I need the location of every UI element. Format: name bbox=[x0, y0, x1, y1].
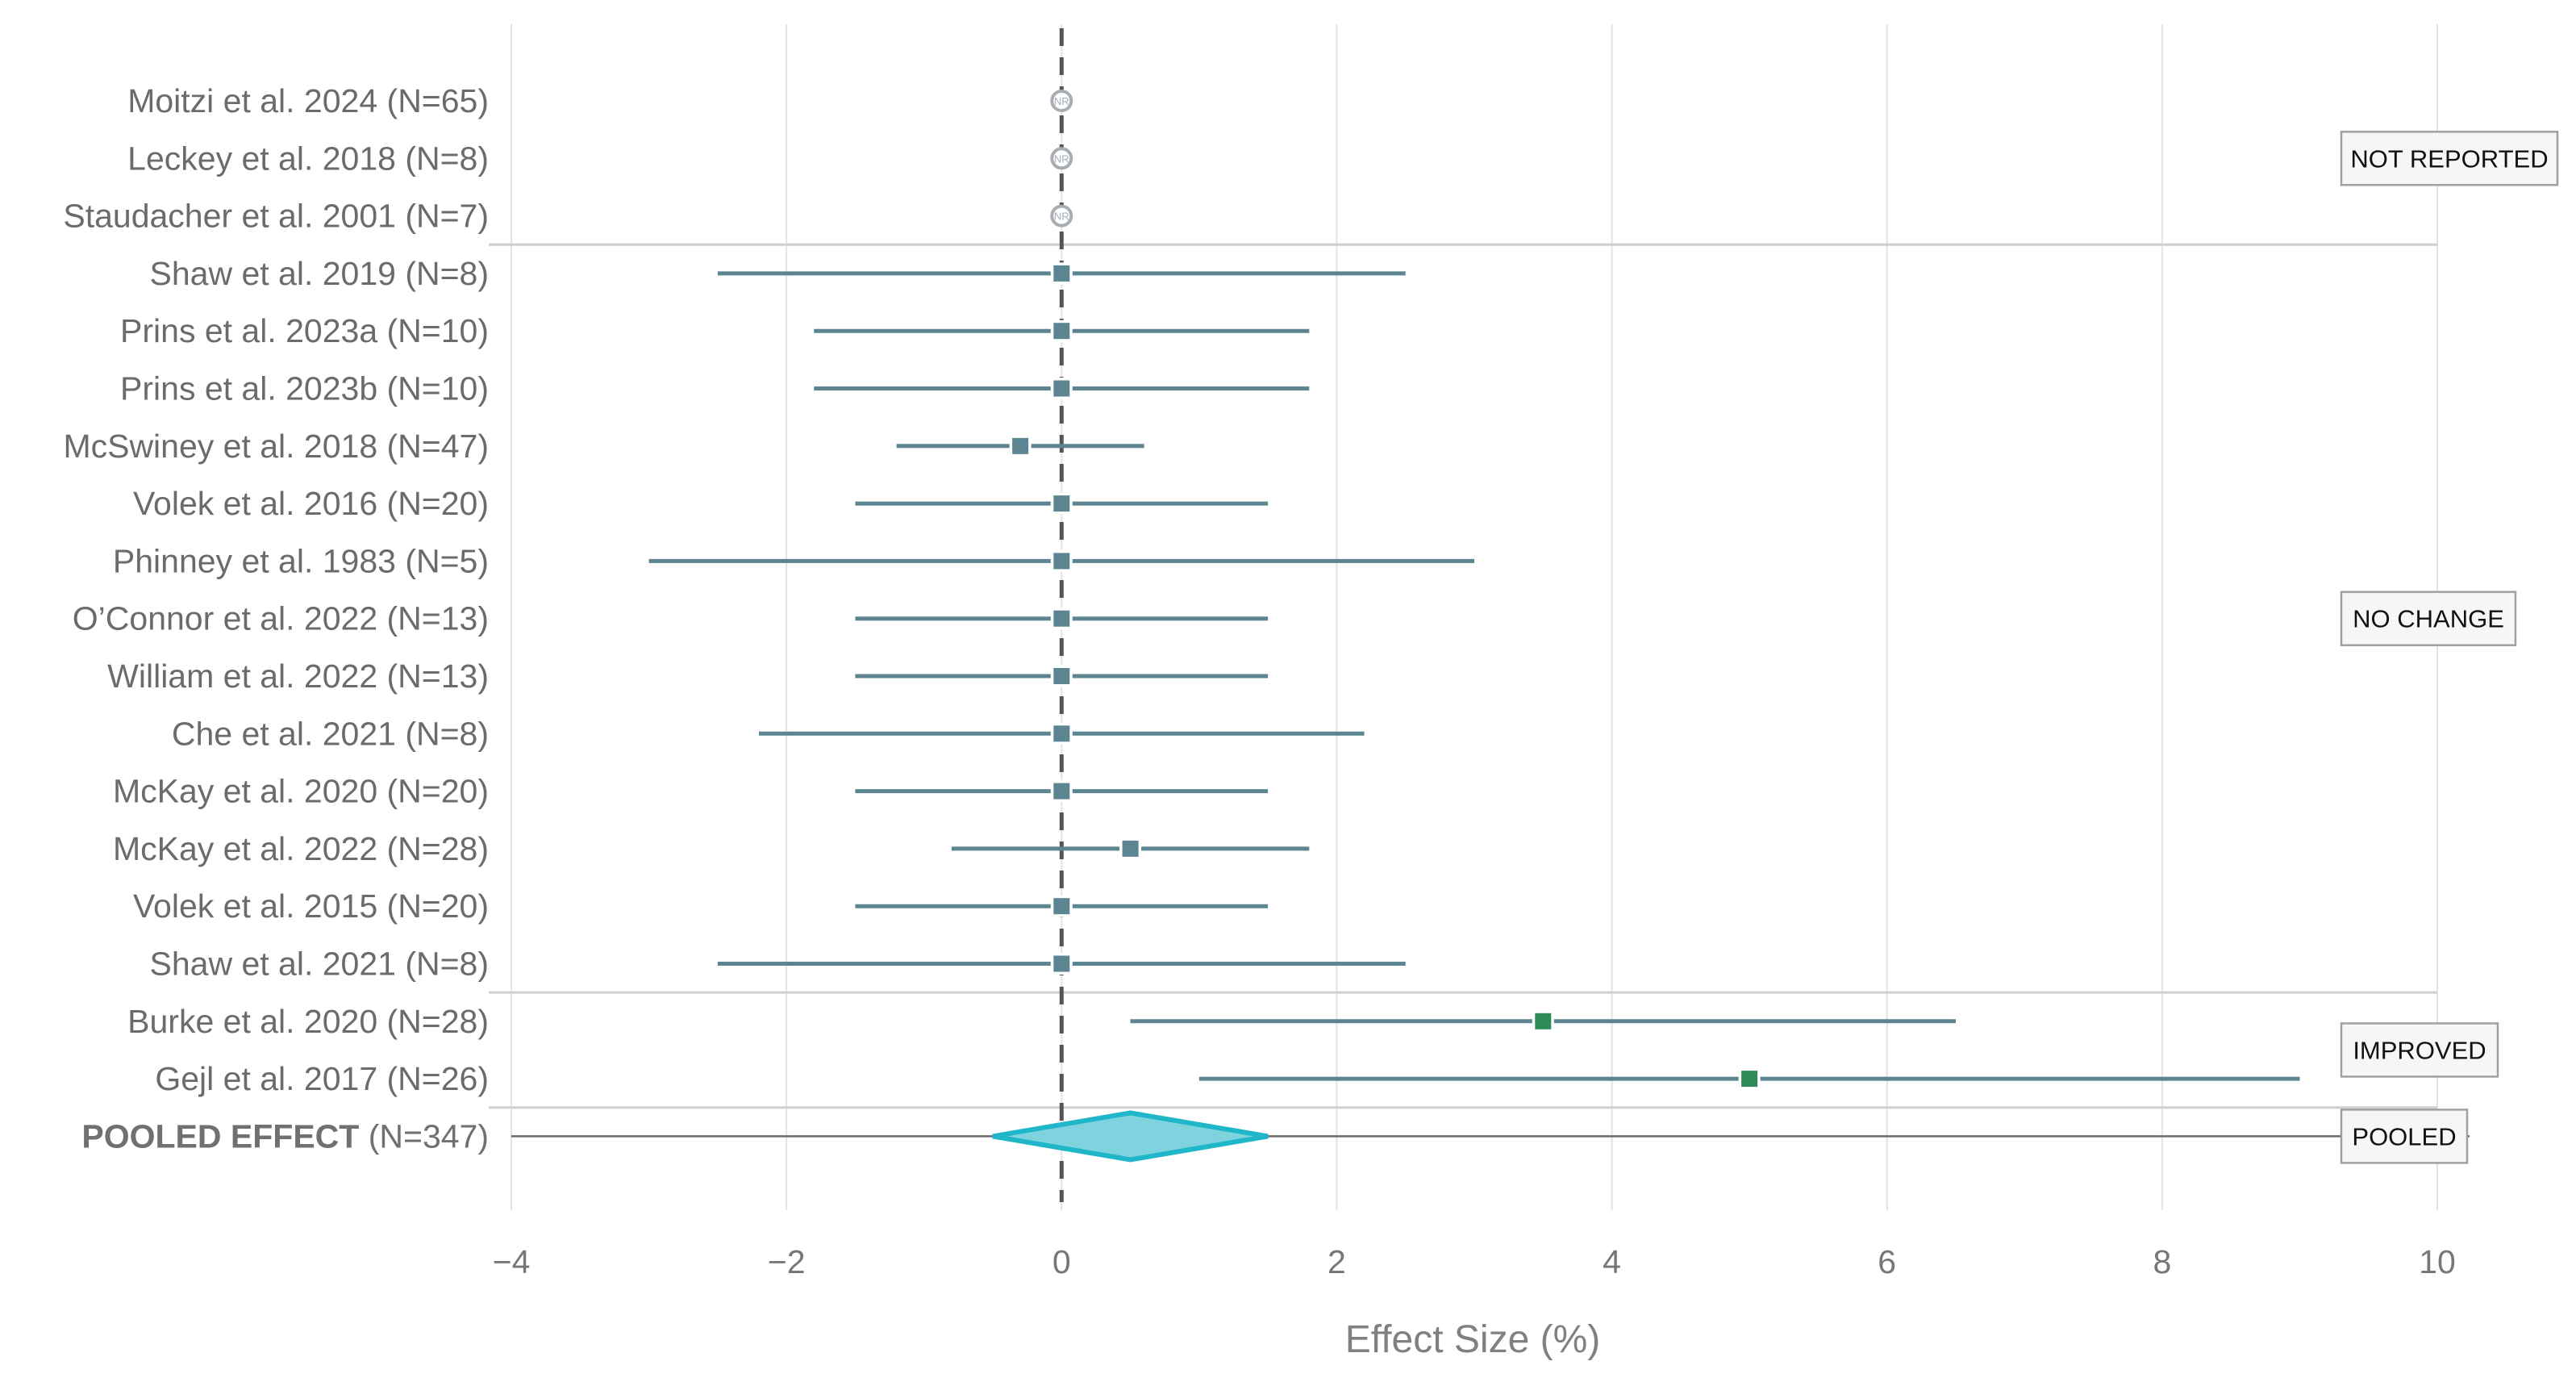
study-label: Prins et al. 2023a (N=10) bbox=[120, 312, 489, 349]
point-estimate-marker bbox=[1053, 668, 1070, 684]
x-tick-label: 10 bbox=[2419, 1243, 2456, 1280]
group-tag-box bbox=[2340, 131, 2559, 186]
pooled-diamond bbox=[992, 1110, 1269, 1163]
confidence-intervals bbox=[648, 271, 2300, 1081]
x-tick-label: −2 bbox=[768, 1243, 806, 1280]
pooled-label-n: (N=347) bbox=[369, 1117, 489, 1155]
group-tag-box bbox=[2340, 1022, 2499, 1078]
x-tick-label: 4 bbox=[1603, 1243, 1621, 1280]
study-label: Volek et al. 2015 (N=20) bbox=[133, 887, 489, 925]
study-label: Burke et al. 2020 (N=28) bbox=[127, 1003, 489, 1040]
point-estimate-marker bbox=[1741, 1071, 1758, 1088]
group-tag-box bbox=[2340, 591, 2517, 646]
x-tick-label: 8 bbox=[2153, 1243, 2171, 1280]
point-estimate-marker bbox=[1053, 380, 1070, 397]
not-reported-marker bbox=[1050, 147, 1073, 170]
pooled-label: POOLED EFFECT (N=347) bbox=[81, 1117, 489, 1155]
study-label: Staudacher et al. 2001 (N=7) bbox=[63, 198, 489, 235]
study-label: Volek et al. 2016 (N=20) bbox=[133, 485, 489, 522]
group-tag-label: NO CHANGE bbox=[2353, 605, 2504, 633]
not-reported-marker bbox=[1050, 90, 1073, 112]
not-reported-marker-label: NR bbox=[1054, 211, 1069, 223]
pooled-label-bold: POOLED EFFECT bbox=[81, 1117, 368, 1155]
study-label: Phinney et al. 1983 (N=5) bbox=[113, 542, 489, 579]
study-label: Shaw et al. 2021 (N=8) bbox=[150, 946, 490, 983]
point-estimate-marker bbox=[1053, 955, 1070, 972]
point-estimate-marker bbox=[1053, 610, 1070, 627]
point-estimate-marker bbox=[1012, 437, 1029, 454]
x-tick-label: −4 bbox=[493, 1243, 531, 1280]
study-label: Che et al. 2021 (N=8) bbox=[172, 715, 489, 752]
x-axis-title: Effect Size (%) bbox=[1345, 1318, 1601, 1361]
point-estimate-marker bbox=[1053, 783, 1070, 800]
x-tick-label: 6 bbox=[1878, 1243, 1896, 1280]
study-label: McSwiney et al. 2018 (N=47) bbox=[63, 428, 489, 465]
grid-lines bbox=[511, 24, 2438, 1210]
point-estimate-marker bbox=[1122, 840, 1139, 857]
group-tags: NOT REPORTED NO CHANGE IMPROVED POOLED bbox=[2340, 131, 2559, 1164]
study-label: McKay et al. 2020 (N=20) bbox=[113, 773, 489, 810]
x-tick-label: 0 bbox=[1052, 1243, 1071, 1280]
study-label: McKay et al. 2022 (N=28) bbox=[113, 830, 489, 867]
group-tag-box bbox=[2340, 1109, 2469, 1164]
point-estimate-marker bbox=[1053, 553, 1070, 570]
group-tag-label: IMPROVED bbox=[2353, 1036, 2486, 1064]
x-tick-label: 2 bbox=[1328, 1243, 1346, 1280]
not-reported-marker-label: NR bbox=[1054, 95, 1069, 107]
point-estimate-marker bbox=[1053, 265, 1070, 282]
point-estimate-marker bbox=[1053, 323, 1070, 340]
study-label: Gejl et al. 2017 (N=26) bbox=[155, 1060, 489, 1097]
study-markers: NR NR NR bbox=[992, 90, 1761, 1163]
study-label: William et al. 2022 (N=13) bbox=[107, 658, 489, 695]
group-tag-label: POOLED bbox=[2352, 1122, 2456, 1150]
study-labels: Moitzi et al. 2024 (N=65) Leckey et al. 2… bbox=[63, 82, 489, 1155]
x-axis-ticks: −4 −2 0 2 4 6 8 10 bbox=[493, 1243, 2456, 1280]
not-reported-marker bbox=[1050, 204, 1073, 228]
study-label: Leckey et al. 2018 (N=8) bbox=[127, 140, 489, 177]
study-label: Moitzi et al. 2024 (N=65) bbox=[127, 82, 489, 119]
study-label: O’Connor et al. 2022 (N=13) bbox=[73, 600, 489, 637]
group-tag-label: NOT REPORTED bbox=[2350, 144, 2548, 173]
not-reported-marker-label: NR bbox=[1054, 152, 1069, 165]
point-estimate-marker bbox=[1535, 1013, 1552, 1029]
study-label: Shaw et al. 2019 (N=8) bbox=[150, 255, 490, 292]
group-separators bbox=[489, 243, 2437, 1109]
study-label: Prins et al. 2023b (N=10) bbox=[120, 370, 489, 407]
point-estimate-marker bbox=[1053, 725, 1070, 742]
point-estimate-marker bbox=[1053, 495, 1070, 512]
point-estimate-marker bbox=[1053, 898, 1070, 915]
